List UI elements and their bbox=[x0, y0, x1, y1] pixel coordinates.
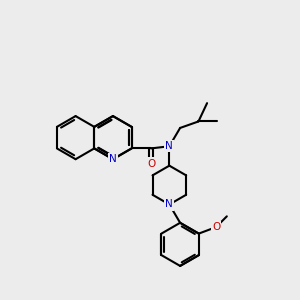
Text: O: O bbox=[147, 158, 155, 169]
Text: N: N bbox=[109, 154, 117, 164]
Text: N: N bbox=[166, 141, 173, 151]
Text: N: N bbox=[166, 200, 173, 209]
Text: O: O bbox=[212, 222, 220, 232]
